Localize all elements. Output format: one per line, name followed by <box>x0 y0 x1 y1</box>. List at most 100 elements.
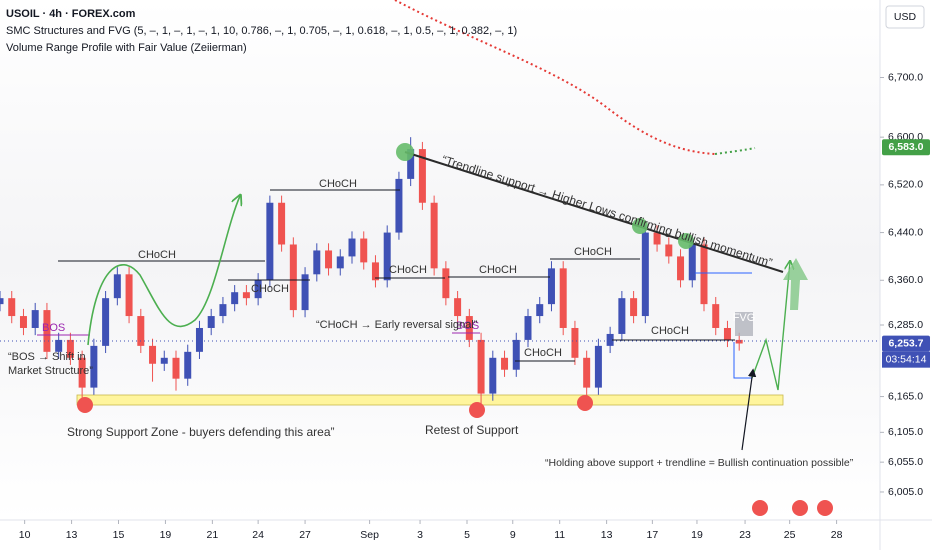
candle-body <box>418 149 426 203</box>
indicator: Volume Range Profile with Fair Value (Ze… <box>6 42 247 54</box>
candle-body <box>301 274 309 311</box>
candle-body <box>160 357 168 364</box>
candle-body <box>665 244 673 257</box>
note: “Holding above support + trendline = Bul… <box>545 457 854 469</box>
candle-body <box>278 202 286 245</box>
candle-body <box>102 298 110 346</box>
x-tick-label: 23 <box>739 529 751 541</box>
candle-body <box>571 327 579 358</box>
y-tick-label: 6,105.0 <box>888 426 923 438</box>
candle-body <box>501 357 509 370</box>
note: Retest of Support <box>425 423 519 437</box>
choch-label: CHoCH <box>479 264 517 276</box>
trendline <box>404 151 784 273</box>
candles <box>0 137 743 412</box>
candle-body <box>383 232 391 281</box>
candle-body <box>231 292 239 305</box>
support-touch <box>469 402 485 418</box>
fvg-bracket <box>733 342 752 379</box>
projection-zigzag <box>751 262 790 391</box>
candle-body <box>547 268 555 305</box>
candle-body <box>618 298 626 334</box>
choch-label: CHoCH <box>251 283 289 295</box>
x-tick-label: 13 <box>66 529 78 541</box>
candle-body <box>219 304 227 317</box>
candle-body <box>360 238 368 263</box>
support-touch <box>77 397 93 413</box>
candle-body <box>723 327 731 340</box>
candle-body <box>348 238 356 257</box>
x-tick-label: 21 <box>207 529 219 541</box>
x-tick-label: 10 <box>19 529 31 541</box>
x-tick-label: 27 <box>299 529 311 541</box>
candle-body <box>66 339 74 358</box>
currency[interactable]: USD <box>894 11 917 23</box>
x-tick-label: 17 <box>647 529 659 541</box>
countdown-box <box>882 351 930 368</box>
candle-body <box>641 232 649 317</box>
note: Strong Support Zone - buyers defending t… <box>67 425 335 439</box>
high-marker <box>632 218 648 234</box>
structure-lines <box>37 189 753 379</box>
candle-body <box>512 339 520 370</box>
candle-body <box>184 351 192 379</box>
candle-body <box>254 280 262 299</box>
candle-body <box>0 298 4 305</box>
x-tick-label: 19 <box>160 529 172 541</box>
projection-curve <box>87 196 240 346</box>
candle-body <box>172 357 180 379</box>
indicator: SMC Structures and FVG (5, –, 1, –, 1, –… <box>6 25 517 37</box>
candle-body <box>536 304 544 317</box>
candle-body <box>289 244 297 311</box>
candle-body <box>442 268 450 299</box>
y-tick-label: 6,520.0 <box>888 179 923 191</box>
candle-body <box>19 316 27 328</box>
candle-body <box>125 274 133 317</box>
candle-body <box>677 256 685 281</box>
candle-body <box>137 316 145 346</box>
price-label-box <box>882 335 930 352</box>
fvg-box <box>735 312 753 336</box>
currency-box[interactable] <box>885 5 925 29</box>
candle-body <box>489 357 497 394</box>
event-flag <box>752 500 768 516</box>
candle-body <box>454 298 462 317</box>
candle-body <box>688 244 696 281</box>
y-tick-label: 6,700.0 <box>888 71 923 83</box>
candle-body <box>336 256 344 269</box>
x-tick-label: 28 <box>831 529 843 541</box>
note: “BOS → Shift in <box>8 351 86 363</box>
projection-arrow <box>783 258 808 310</box>
candle-body <box>8 298 16 317</box>
candle-body <box>524 316 532 340</box>
price-label: 6,253.7 <box>888 337 923 349</box>
y-tick-label: 6,165.0 <box>888 390 923 402</box>
candle-body <box>90 345 98 388</box>
candle-body <box>712 304 720 328</box>
x-tick-label: 9 <box>510 529 516 541</box>
candle-body <box>266 202 274 281</box>
candle-body <box>371 262 379 281</box>
x-tick-label: Sep <box>360 529 379 541</box>
x-tick-label: 13 <box>601 529 613 541</box>
x-tick-label: 19 <box>691 529 703 541</box>
choch-label: CHoCH <box>524 347 562 359</box>
candle-body <box>477 339 485 394</box>
y-tick-label: 6,005.0 <box>888 486 923 498</box>
high-marker <box>678 233 694 249</box>
y-tick-label: 6,360.0 <box>888 274 923 286</box>
countdown: 03:54:14 <box>886 353 927 365</box>
candle-body <box>430 202 438 269</box>
symbol: USOIL · 4h · FOREX.com <box>6 8 136 20</box>
candle-body <box>195 327 203 352</box>
note: Market Structure” <box>8 365 93 377</box>
candle-body <box>207 316 215 328</box>
candle-body <box>583 357 591 388</box>
candle-body <box>31 310 39 328</box>
x-tick-label: 3 <box>417 529 423 541</box>
candle-body <box>700 244 708 305</box>
event-flag <box>817 500 833 516</box>
fvg-label: FVG <box>733 312 756 324</box>
pointer-arrow <box>741 368 757 451</box>
